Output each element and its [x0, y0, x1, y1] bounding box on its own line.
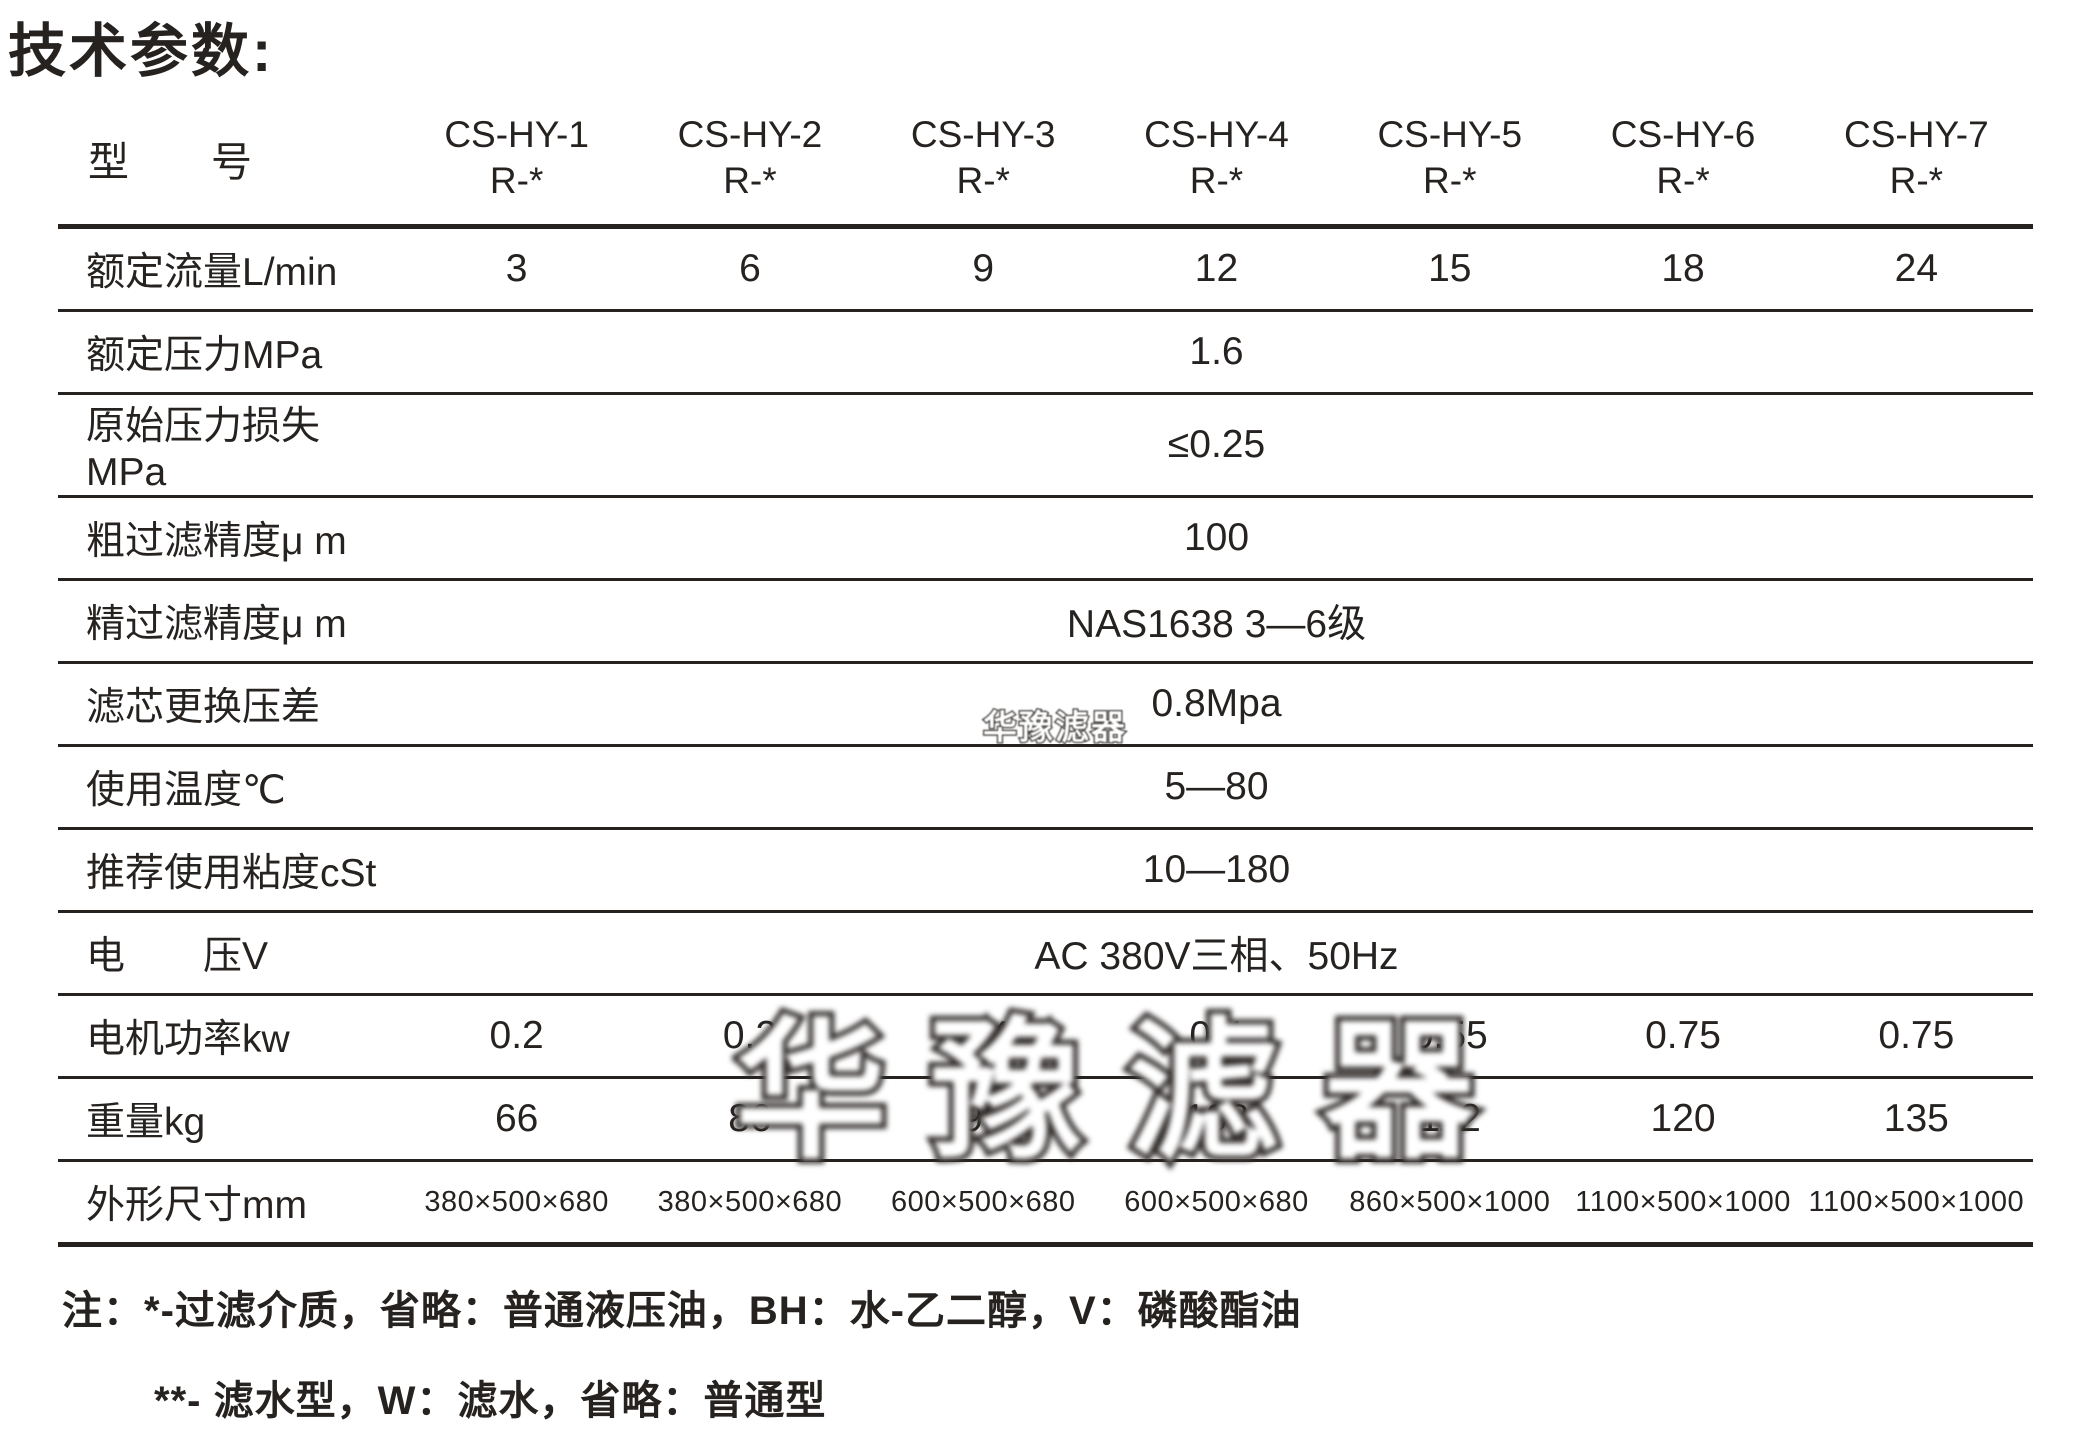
spec-value: 0.75 — [1799, 994, 2033, 1079]
row-label: 精过滤精度μ m — [58, 579, 400, 664]
spec-value: 860×500×1000 — [1333, 1160, 1567, 1247]
row-label: 外形尺寸mm — [58, 1160, 400, 1247]
spec-row: 电机功率kw 0.2 0.2 0.4 0.4 0.55 0.75 0.75 — [58, 994, 2033, 1079]
spec-row: 推荐使用粘度cSt 10—180 — [58, 828, 2033, 913]
model-name: CS-HY-3 — [910, 114, 1056, 155]
spec-value: 90 — [866, 1077, 1100, 1162]
spec-value-merged: 100 — [400, 496, 2033, 581]
model-header: CS-HY-6 R-* — [1566, 92, 1800, 229]
technical-parameters-table: 型 号 CS-HY-1 R-* CS-HY-2 R-* CS-HY-3 R-* CS-HY-… — [58, 92, 2033, 1247]
model-name: CS-HY-4 — [1144, 114, 1289, 155]
model-name: CS-HY-6 — [1610, 114, 1756, 155]
spec-value: 18 — [1566, 226, 1800, 312]
footnote-line: 注：*-过滤介质，省略：普通液压油，BH：水-乙二醇，V：磷酸酯油 — [62, 1289, 1302, 1333]
spec-value: 0.4 — [1099, 994, 1334, 1079]
watermark-large: 华豫滤器 — [730, 1002, 1519, 1182]
model-header: CS-HY-1 R-* — [400, 92, 634, 229]
spec-row: 电 压V AC 380V三相、50Hz — [58, 911, 2033, 996]
row-label: 推荐使用粘度cSt — [58, 828, 400, 913]
model-suffix: R-* — [723, 160, 777, 201]
spec-row: 粗过滤精度μ m 100 — [58, 496, 2033, 581]
spec-value: 1100×500×1000 — [1799, 1160, 2033, 1247]
spec-value: 1100×500×1000 — [1566, 1160, 1800, 1247]
model-name: CS-HY-2 — [677, 114, 823, 155]
model-suffix: R-* — [1189, 160, 1244, 201]
model-name: CS-HY-7 — [1844, 114, 1989, 155]
row-label: 原始压力损失MPa — [58, 393, 400, 498]
spec-row: 额定压力MPa 1.6 — [58, 310, 2033, 395]
spec-value: 6 — [633, 226, 867, 312]
spec-value: 380×500×680 — [400, 1160, 634, 1247]
spec-value: 0.2 — [633, 994, 867, 1079]
spec-row: 使用温度℃ 5—80 — [58, 745, 2033, 830]
spec-value: 108 — [1099, 1077, 1334, 1162]
footnote-line: **- 滤水型，W：滤水，省略：普通型 — [154, 1379, 827, 1423]
model-header: CS-HY-4 R-* — [1099, 92, 1334, 229]
spec-value: 112 — [1333, 1077, 1567, 1162]
model-suffix: R-* — [1656, 160, 1710, 201]
spec-value: 120 — [1566, 1077, 1800, 1162]
model-suffix: R-* — [489, 160, 544, 201]
model-suffix: R-* — [956, 160, 1010, 201]
spec-value: 3 — [400, 226, 634, 312]
spec-value: 0.55 — [1333, 994, 1567, 1079]
row-label: 重量kg — [58, 1077, 400, 1162]
spec-value-merged: 5—80 — [400, 745, 2033, 830]
model-header: CS-HY-2 R-* — [633, 92, 867, 229]
model-header: CS-HY-5 R-* — [1333, 92, 1567, 229]
spec-value-merged: 1.6 — [400, 310, 2033, 395]
row-label: 粗过滤精度μ m — [58, 496, 400, 581]
row-label: 额定流量L/min — [58, 226, 400, 312]
model-name: CS-HY-5 — [1377, 114, 1523, 155]
model-header: CS-HY-3 R-* — [866, 92, 1100, 229]
table-header-row: 型 号 CS-HY-1 R-* CS-HY-2 R-* CS-HY-3 R-* CS-HY-… — [58, 92, 2033, 229]
row-label: 电 压V — [58, 911, 400, 996]
model-suffix: R-* — [1889, 160, 1944, 201]
spec-value: 86 — [633, 1077, 867, 1162]
model-column-label: 型 号 — [58, 92, 400, 229]
spec-value-merged: AC 380V三相、50Hz — [400, 911, 2033, 996]
spec-value: 600×500×680 — [1099, 1160, 1334, 1247]
model-header: CS-HY-7 R-* — [1799, 92, 2033, 229]
spec-value: 9 — [866, 226, 1100, 312]
row-label: 额定压力MPa — [58, 310, 400, 395]
row-label: 电机功率kw — [58, 994, 400, 1079]
spec-value: 380×500×680 — [633, 1160, 867, 1247]
row-label: 滤芯更换压差 — [58, 662, 400, 747]
spec-value-merged: 0.8Mpa — [400, 662, 2033, 747]
spec-row: 滤芯更换压差 0.8Mpa — [58, 662, 2033, 747]
spec-row: 原始压力损失MPa ≤0.25 — [58, 393, 2033, 498]
spec-value-merged: ≤0.25 — [400, 393, 2033, 498]
row-label: 使用温度℃ — [58, 745, 400, 830]
spec-value: 0.4 — [866, 994, 1100, 1079]
page-title: 技术参数: — [8, 19, 275, 84]
spec-row: 重量kg 66 86 90 108 112 120 135 — [58, 1077, 2033, 1162]
spec-value: 135 — [1799, 1077, 2033, 1162]
model-name: CS-HY-1 — [444, 114, 589, 155]
spec-value: 600×500×680 — [866, 1160, 1100, 1247]
model-suffix: R-* — [1423, 160, 1477, 201]
spec-value: 24 — [1799, 226, 2033, 312]
spec-value: 0.2 — [400, 994, 634, 1079]
spec-row: 精过滤精度μ m NAS1638 3—6级 — [58, 579, 2033, 664]
spec-value: 12 — [1099, 226, 1334, 312]
spec-row: 额定流量L/min 3 6 9 12 15 18 24 — [58, 226, 2033, 312]
watermark-small: 华豫滤器 — [982, 708, 1127, 749]
spec-value: 15 — [1333, 226, 1567, 312]
spec-value-merged: 10—180 — [400, 828, 2033, 913]
spec-value: 66 — [400, 1077, 634, 1162]
spec-value-merged: NAS1638 3—6级 — [400, 579, 2033, 664]
spec-value: 0.75 — [1566, 994, 1800, 1079]
footnotes: 注：*-过滤介质，省略：普通液压油，BH：水-乙二醇，V：磷酸酯油 **- 滤水… — [62, 1278, 1302, 1426]
spec-row: 外形尺寸mm 380×500×680 380×500×680 600×500×680 6… — [58, 1160, 2033, 1247]
